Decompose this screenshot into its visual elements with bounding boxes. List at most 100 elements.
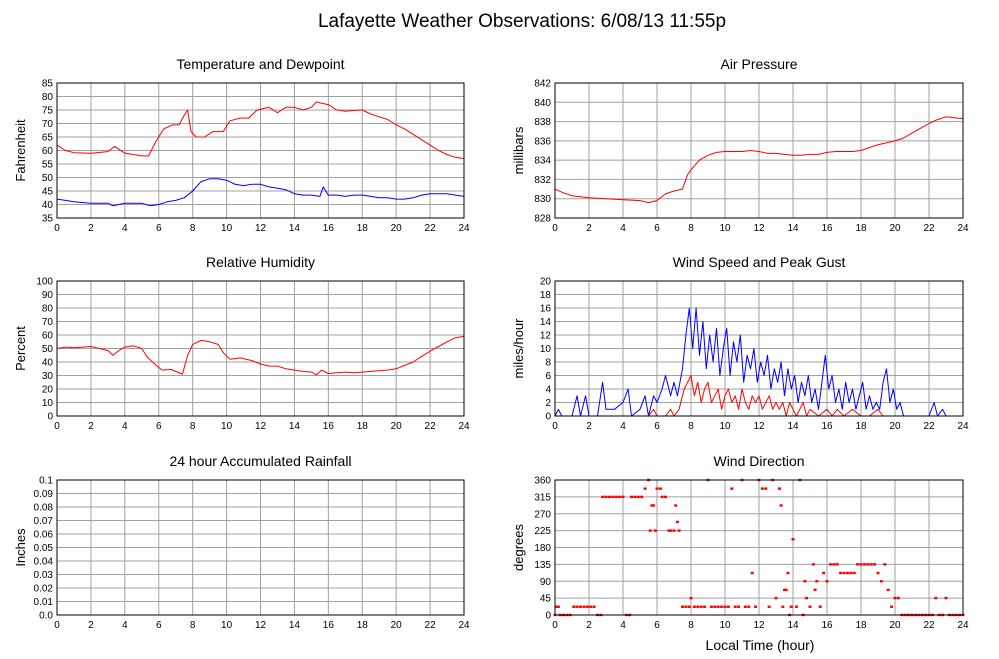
data-point — [791, 538, 795, 541]
data-point — [614, 495, 618, 499]
chart-title: Wind Direction — [713, 453, 804, 469]
chart-rainfall: 0 2 4 6 8 10 12 14 16 18 20 22 240.00.010.020.030.04… — [13, 453, 470, 631]
data-point — [862, 563, 866, 566]
y-tick-label: 80 — [42, 304, 54, 315]
x-tick-label: 6 — [156, 421, 162, 432]
data-point — [579, 605, 582, 608]
data-point — [643, 487, 647, 490]
x-tick-label: 14 — [289, 223, 301, 234]
x-tick-label: 4 — [620, 421, 626, 432]
x-tick-label: 6 — [156, 223, 162, 234]
x-tick-label: 12 — [255, 620, 267, 631]
x-tick-label: 10 — [221, 223, 233, 234]
series-line-0 — [554, 307, 963, 417]
data-point — [869, 563, 873, 566]
data-point — [754, 605, 758, 608]
x-tick-label: 22 — [923, 223, 935, 234]
chart-relative-humidity: 0 2 4 6 8 10 12 14 16 18 20 22 240102030405060708090… — [13, 254, 470, 432]
series-line-1 — [56, 178, 465, 207]
x-tick-label: 2 — [586, 223, 592, 234]
x-tick-label: 14 — [787, 421, 799, 432]
data-point — [859, 563, 863, 566]
x-tick-label: 24 — [957, 620, 969, 631]
data-point — [828, 563, 832, 566]
data-point — [640, 495, 644, 499]
y-tick-label: 0.02 — [34, 584, 54, 595]
data-point — [944, 596, 948, 600]
data-point — [849, 571, 853, 575]
data-point — [808, 605, 812, 608]
y-tick-label: 90 — [540, 577, 552, 588]
y-tick-label: 90 — [42, 290, 54, 301]
data-point — [677, 529, 681, 532]
x-tick-label: 20 — [889, 620, 901, 631]
data-point — [832, 563, 836, 566]
data-point — [883, 563, 887, 566]
data-point — [879, 580, 883, 583]
series-line-0 — [56, 101, 465, 160]
data-point — [767, 605, 771, 608]
x-tick-label: 10 — [719, 421, 731, 432]
y-axis-label: Inches — [13, 528, 28, 567]
x-tick-label: 18 — [855, 620, 867, 631]
y-axis-label: Fahrenheit — [13, 119, 28, 182]
y-tick-label: 180 — [534, 543, 551, 554]
y-tick-label: 18 — [540, 290, 552, 301]
data-point — [726, 605, 730, 608]
y-tick-label: 836 — [534, 136, 551, 147]
data-point — [784, 588, 788, 592]
x-tick-label: 4 — [122, 223, 128, 234]
data-point — [716, 605, 720, 608]
x-tick-label: 20 — [889, 223, 901, 234]
x-tick-label: 2 — [88, 223, 94, 234]
x-tick-label: 0 — [552, 223, 558, 234]
data-point — [737, 605, 741, 608]
data-point — [556, 605, 560, 608]
x-tick-label: 24 — [957, 223, 969, 234]
data-point — [873, 563, 877, 566]
x-tick-label: 4 — [122, 421, 128, 432]
x-tick-label: 20 — [391, 223, 403, 234]
y-axis-label: miles/hour — [511, 318, 526, 379]
data-point — [669, 529, 673, 532]
y-tick-label: 60 — [42, 146, 54, 157]
chart-title: Relative Humidity — [206, 254, 315, 270]
y-tick-label: 75 — [42, 106, 54, 117]
y-tick-label: 8 — [545, 358, 551, 369]
x-tick-label: 18 — [855, 421, 867, 432]
y-tick-label: 70 — [42, 119, 54, 130]
y-tick-label: 0 — [545, 611, 551, 622]
x-tick-label: 20 — [889, 421, 901, 432]
y-tick-label: 65 — [42, 133, 54, 144]
x-tick-label: 16 — [323, 421, 335, 432]
data-point — [764, 487, 768, 490]
data-point — [815, 580, 819, 583]
data-point — [601, 495, 605, 499]
x-tick-label: 12 — [753, 620, 765, 631]
y-tick-label: 0 — [47, 412, 53, 423]
x-tick-label: 12 — [255, 421, 267, 432]
chart-title: Temperature and Dewpoint — [176, 56, 344, 72]
data-point — [672, 529, 676, 532]
x-tick-label: 12 — [753, 223, 765, 234]
y-tick-label: 60 — [42, 331, 54, 342]
data-point — [803, 580, 807, 583]
charts-grid: 0 2 4 6 8 10 12 14 16 18 20 22 243540455055606570758… — [13, 56, 969, 631]
y-tick-label: 50 — [42, 344, 54, 355]
x-tick-label: 6 — [654, 620, 660, 631]
x-tick-label: 0 — [54, 421, 60, 432]
data-point — [852, 571, 856, 575]
x-tick-label: 8 — [688, 421, 694, 432]
x-tick-label: 22 — [425, 620, 437, 631]
data-point — [611, 495, 615, 499]
plot-frame — [56, 82, 465, 219]
x-tick-label: 14 — [787, 223, 799, 234]
y-tick-label: 16 — [540, 304, 552, 315]
data-point — [842, 571, 846, 575]
data-point — [703, 605, 707, 608]
data-point — [934, 596, 938, 600]
x-tick-label: 16 — [821, 223, 833, 234]
data-point — [664, 495, 667, 499]
data-point — [713, 605, 717, 608]
y-tick-label: 0.05 — [34, 543, 54, 554]
